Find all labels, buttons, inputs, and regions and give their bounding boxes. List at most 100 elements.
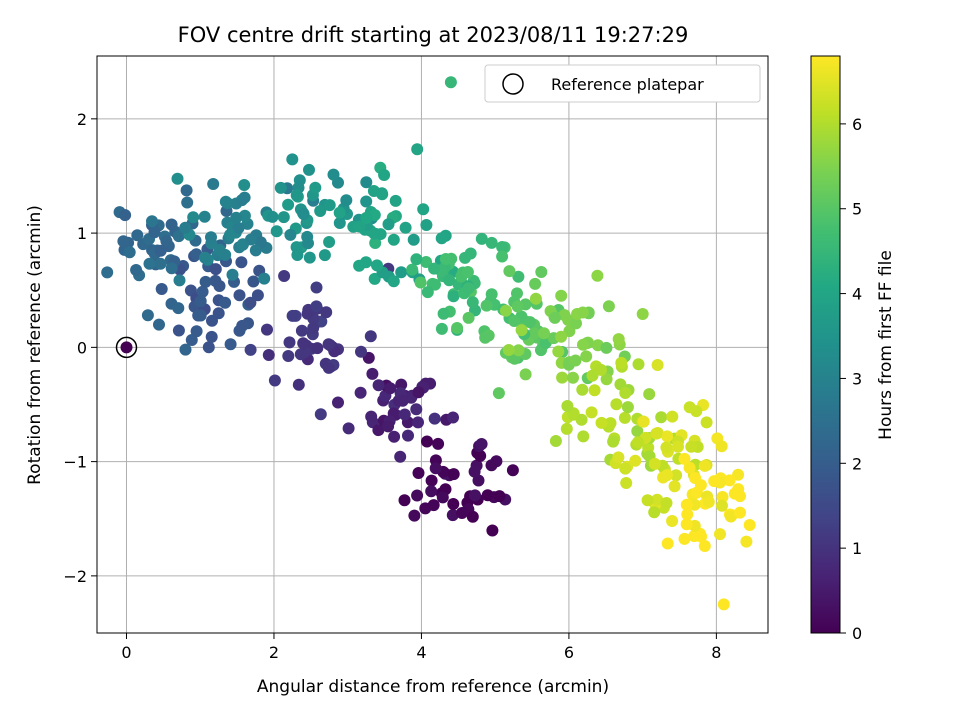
scatter-point	[407, 233, 420, 246]
scatter-point	[485, 459, 498, 472]
scatter-point	[499, 304, 512, 317]
scatter-point	[702, 496, 715, 508]
scatter-point	[360, 176, 373, 189]
colorbar: 0 1 2 3 4 5 6 Hours from first FF file	[810, 55, 896, 643]
y-axis-ticks: −2 −1 0 1 2	[63, 110, 97, 586]
scatter-point	[258, 272, 271, 285]
scatter-point	[412, 467, 425, 479]
scatter-point	[443, 274, 456, 287]
scatter-point	[244, 343, 257, 356]
scatter-point	[388, 430, 401, 443]
scatter-point	[194, 295, 207, 308]
scatter-point	[506, 464, 519, 477]
scatter-point	[743, 519, 756, 531]
scatter-point	[629, 454, 642, 467]
scatter-point	[485, 236, 498, 249]
scatter-point	[117, 235, 130, 248]
scatter-point	[205, 330, 218, 343]
scatter-point	[425, 485, 438, 498]
scatter-point	[310, 281, 323, 294]
scatter-point	[196, 285, 209, 298]
scatter-point	[447, 411, 459, 424]
scatter-point	[311, 342, 324, 355]
scatter-point	[277, 211, 290, 224]
scatter-point	[318, 249, 331, 262]
scatter-point	[511, 287, 523, 300]
scatter-point	[172, 302, 185, 315]
scatter-point	[374, 228, 387, 241]
colorbar-tick-label: 1	[852, 539, 862, 558]
scatter-point	[631, 425, 644, 438]
scatter-point	[660, 497, 673, 509]
scatter-point	[372, 424, 385, 437]
scatter-point	[552, 345, 565, 358]
scatter-point	[428, 262, 441, 275]
scatter-point	[619, 462, 632, 475]
scatter-point	[668, 480, 681, 493]
scatter-point	[303, 163, 315, 176]
scatter-point	[355, 345, 367, 358]
scatter-point	[435, 232, 448, 245]
scatter-point	[740, 535, 753, 548]
hollow-circle-icon	[502, 73, 524, 95]
scatter-point	[612, 451, 625, 464]
scatter-point	[402, 429, 414, 442]
scatter-point	[411, 489, 424, 502]
scatter-point	[469, 489, 481, 502]
scatter-point	[420, 256, 433, 268]
scatter-point	[462, 311, 475, 324]
scatter-point	[387, 275, 400, 288]
scatter-point	[207, 178, 220, 190]
scatter-point	[637, 415, 650, 428]
scatter-point	[641, 494, 654, 507]
scatter-point	[141, 309, 154, 322]
scatter-point	[101, 266, 114, 279]
scatter-point	[224, 228, 236, 241]
scatter-point	[198, 210, 211, 223]
scatter-point	[700, 416, 713, 429]
scatter-point	[323, 236, 336, 248]
scatter-point	[232, 222, 245, 234]
scatter-point	[519, 368, 532, 381]
scatter-point	[451, 322, 464, 334]
scatter-point	[395, 266, 408, 279]
reference-point	[120, 341, 133, 354]
scatter-point	[244, 296, 257, 309]
scatter-point	[456, 507, 468, 519]
scatter-point	[238, 179, 251, 191]
scatter-point	[302, 237, 314, 250]
scatter-point	[295, 324, 308, 337]
scatter-point	[155, 283, 168, 295]
scatter-point	[172, 230, 185, 243]
scatter-point	[432, 437, 445, 450]
scatter-point	[307, 322, 320, 334]
scatter-point	[378, 169, 391, 181]
scatter-point	[661, 469, 673, 482]
scatter-point	[247, 275, 260, 288]
scatter-point	[342, 422, 355, 435]
scatter-point	[268, 374, 281, 387]
y-tick-label: −1	[63, 453, 87, 472]
scatter-point	[694, 479, 707, 492]
scatter-point	[648, 506, 661, 519]
scatter-point	[143, 257, 156, 270]
scatter-point	[708, 475, 721, 488]
scatter-point	[681, 508, 694, 521]
scatter-point	[376, 188, 389, 201]
scatter-point	[632, 358, 645, 371]
scatter-point	[394, 450, 407, 463]
scatter-point	[274, 181, 287, 194]
scatter-point	[436, 491, 449, 504]
scatter-point	[615, 356, 628, 369]
scatter-point	[651, 493, 664, 506]
scatter-point	[683, 401, 696, 414]
scatter-point	[398, 494, 411, 507]
scatter-point	[236, 319, 249, 332]
scatter-point	[417, 203, 430, 216]
scatter-point	[425, 474, 438, 487]
scatter-point	[612, 333, 625, 346]
scatter-point	[717, 598, 730, 611]
scatter-point	[420, 219, 433, 231]
scatter-point	[515, 324, 528, 337]
x-tick-label: 2	[269, 643, 279, 662]
